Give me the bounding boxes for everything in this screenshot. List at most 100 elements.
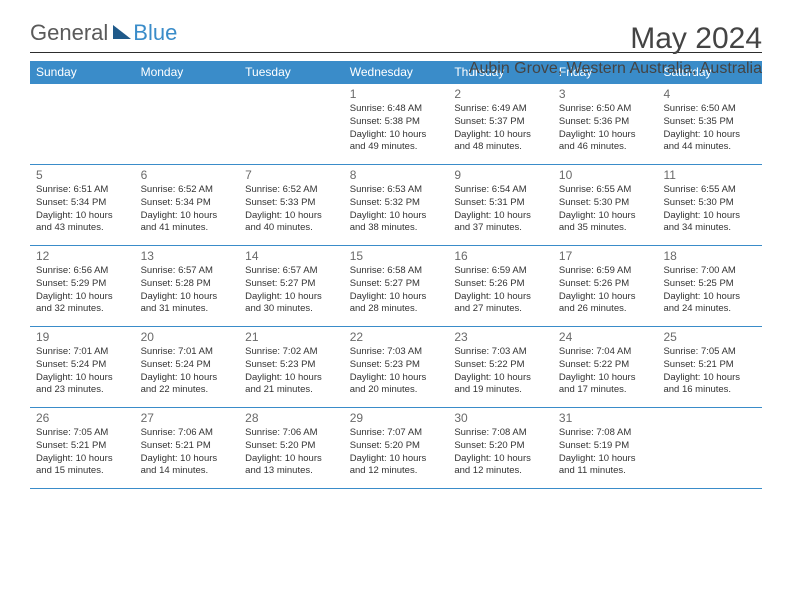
day-number: 6 [141, 168, 234, 182]
header: General Blue May 2024 Aubin Grove, Weste… [0, 0, 792, 52]
day-number: 12 [36, 249, 129, 263]
day-cell: 16Sunrise: 6:59 AMSunset: 5:26 PMDayligh… [448, 246, 553, 326]
day-info-line: Sunrise: 7:08 AM [454, 427, 547, 440]
day-info-line: and 15 minutes. [36, 465, 129, 478]
day-info-line: Sunset: 5:23 PM [245, 359, 338, 372]
day-info-line: Sunset: 5:34 PM [141, 197, 234, 210]
day-header: Sunday [30, 61, 135, 84]
day-info-line: Sunrise: 7:07 AM [350, 427, 443, 440]
day-number: 14 [245, 249, 338, 263]
day-number: 5 [36, 168, 129, 182]
day-info-line: Daylight: 10 hours [663, 372, 756, 385]
day-info-line: and 17 minutes. [559, 384, 652, 397]
day-info-line: Daylight: 10 hours [141, 453, 234, 466]
day-info-line: Sunrise: 7:05 AM [663, 346, 756, 359]
day-cell: 27Sunrise: 7:06 AMSunset: 5:21 PMDayligh… [135, 408, 240, 488]
day-info-line: Sunset: 5:22 PM [454, 359, 547, 372]
day-info-line: Sunrise: 6:54 AM [454, 184, 547, 197]
day-info-line: Sunrise: 6:51 AM [36, 184, 129, 197]
day-info-line: and 43 minutes. [36, 222, 129, 235]
day-info-line: Daylight: 10 hours [245, 210, 338, 223]
day-number: 28 [245, 411, 338, 425]
day-info-line: and 12 minutes. [350, 465, 443, 478]
day-info-line: and 24 minutes. [663, 303, 756, 316]
day-info-line: Sunrise: 7:04 AM [559, 346, 652, 359]
day-cell [135, 84, 240, 164]
day-cell: 1Sunrise: 6:48 AMSunset: 5:38 PMDaylight… [344, 84, 449, 164]
day-info-line: Sunset: 5:29 PM [36, 278, 129, 291]
day-info-line: and 40 minutes. [245, 222, 338, 235]
day-cell: 24Sunrise: 7:04 AMSunset: 5:22 PMDayligh… [553, 327, 658, 407]
day-info-line: Sunrise: 6:55 AM [663, 184, 756, 197]
day-header: Tuesday [239, 61, 344, 84]
day-cell: 25Sunrise: 7:05 AMSunset: 5:21 PMDayligh… [657, 327, 762, 407]
day-info-line: Daylight: 10 hours [559, 129, 652, 142]
day-cell: 18Sunrise: 7:00 AMSunset: 5:25 PMDayligh… [657, 246, 762, 326]
day-cell: 26Sunrise: 7:05 AMSunset: 5:21 PMDayligh… [30, 408, 135, 488]
day-cell: 19Sunrise: 7:01 AMSunset: 5:24 PMDayligh… [30, 327, 135, 407]
day-cell: 12Sunrise: 6:56 AMSunset: 5:29 PMDayligh… [30, 246, 135, 326]
day-info-line: Daylight: 10 hours [141, 372, 234, 385]
day-info-line: Daylight: 10 hours [454, 372, 547, 385]
day-info-line: Sunset: 5:38 PM [350, 116, 443, 129]
day-info-line: Sunrise: 7:03 AM [350, 346, 443, 359]
day-info-line: and 13 minutes. [245, 465, 338, 478]
day-info-line: Sunset: 5:20 PM [245, 440, 338, 453]
day-cell: 23Sunrise: 7:03 AMSunset: 5:22 PMDayligh… [448, 327, 553, 407]
day-cell: 14Sunrise: 6:57 AMSunset: 5:27 PMDayligh… [239, 246, 344, 326]
day-info-line: Daylight: 10 hours [141, 291, 234, 304]
day-info-line: Daylight: 10 hours [350, 372, 443, 385]
day-cell: 28Sunrise: 7:06 AMSunset: 5:20 PMDayligh… [239, 408, 344, 488]
day-cell: 3Sunrise: 6:50 AMSunset: 5:36 PMDaylight… [553, 84, 658, 164]
day-number: 20 [141, 330, 234, 344]
day-info-line: Daylight: 10 hours [36, 453, 129, 466]
day-info-line: and 46 minutes. [559, 141, 652, 154]
day-info-line: Daylight: 10 hours [350, 453, 443, 466]
day-number: 23 [454, 330, 547, 344]
day-info-line: Sunrise: 6:58 AM [350, 265, 443, 278]
day-header: Monday [135, 61, 240, 84]
day-cell: 5Sunrise: 6:51 AMSunset: 5:34 PMDaylight… [30, 165, 135, 245]
day-info-line: Sunset: 5:26 PM [559, 278, 652, 291]
day-cell: 10Sunrise: 6:55 AMSunset: 5:30 PMDayligh… [553, 165, 658, 245]
day-number: 9 [454, 168, 547, 182]
day-info-line: Sunset: 5:28 PM [141, 278, 234, 291]
day-info-line: Sunrise: 6:50 AM [663, 103, 756, 116]
week-row: 26Sunrise: 7:05 AMSunset: 5:21 PMDayligh… [30, 408, 762, 489]
location-subtitle: Aubin Grove, Western Australia, Australi… [469, 60, 762, 78]
week-row: 12Sunrise: 6:56 AMSunset: 5:29 PMDayligh… [30, 246, 762, 327]
day-info-line: and 41 minutes. [141, 222, 234, 235]
day-cell: 9Sunrise: 6:54 AMSunset: 5:31 PMDaylight… [448, 165, 553, 245]
day-info-line: Sunset: 5:19 PM [559, 440, 652, 453]
day-info-line: Sunset: 5:24 PM [36, 359, 129, 372]
day-number: 29 [350, 411, 443, 425]
day-number: 15 [350, 249, 443, 263]
day-info-line: Sunset: 5:23 PM [350, 359, 443, 372]
day-info-line: Daylight: 10 hours [245, 453, 338, 466]
day-number: 31 [559, 411, 652, 425]
day-info-line: Daylight: 10 hours [663, 210, 756, 223]
day-info-line: and 27 minutes. [454, 303, 547, 316]
day-info-line: and 12 minutes. [454, 465, 547, 478]
day-info-line: Daylight: 10 hours [350, 129, 443, 142]
day-info-line: Sunset: 5:24 PM [141, 359, 234, 372]
day-info-line: Daylight: 10 hours [454, 453, 547, 466]
day-info-line: and 48 minutes. [454, 141, 547, 154]
day-info-line: Daylight: 10 hours [36, 291, 129, 304]
day-info-line: and 23 minutes. [36, 384, 129, 397]
day-info-line: and 49 minutes. [350, 141, 443, 154]
day-number: 25 [663, 330, 756, 344]
day-number: 4 [663, 87, 756, 101]
day-info-line: Sunset: 5:26 PM [454, 278, 547, 291]
day-info-line: Sunrise: 6:59 AM [559, 265, 652, 278]
day-info-line: Sunrise: 7:02 AM [245, 346, 338, 359]
day-info-line: Daylight: 10 hours [245, 291, 338, 304]
day-info-line: Sunset: 5:34 PM [36, 197, 129, 210]
day-info-line: and 37 minutes. [454, 222, 547, 235]
day-info-line: Sunset: 5:25 PM [663, 278, 756, 291]
weeks-container: 1Sunrise: 6:48 AMSunset: 5:38 PMDaylight… [30, 84, 762, 489]
day-info-line: Daylight: 10 hours [559, 453, 652, 466]
brand-text-right: Blue [133, 20, 177, 46]
day-info-line: and 14 minutes. [141, 465, 234, 478]
day-number: 30 [454, 411, 547, 425]
